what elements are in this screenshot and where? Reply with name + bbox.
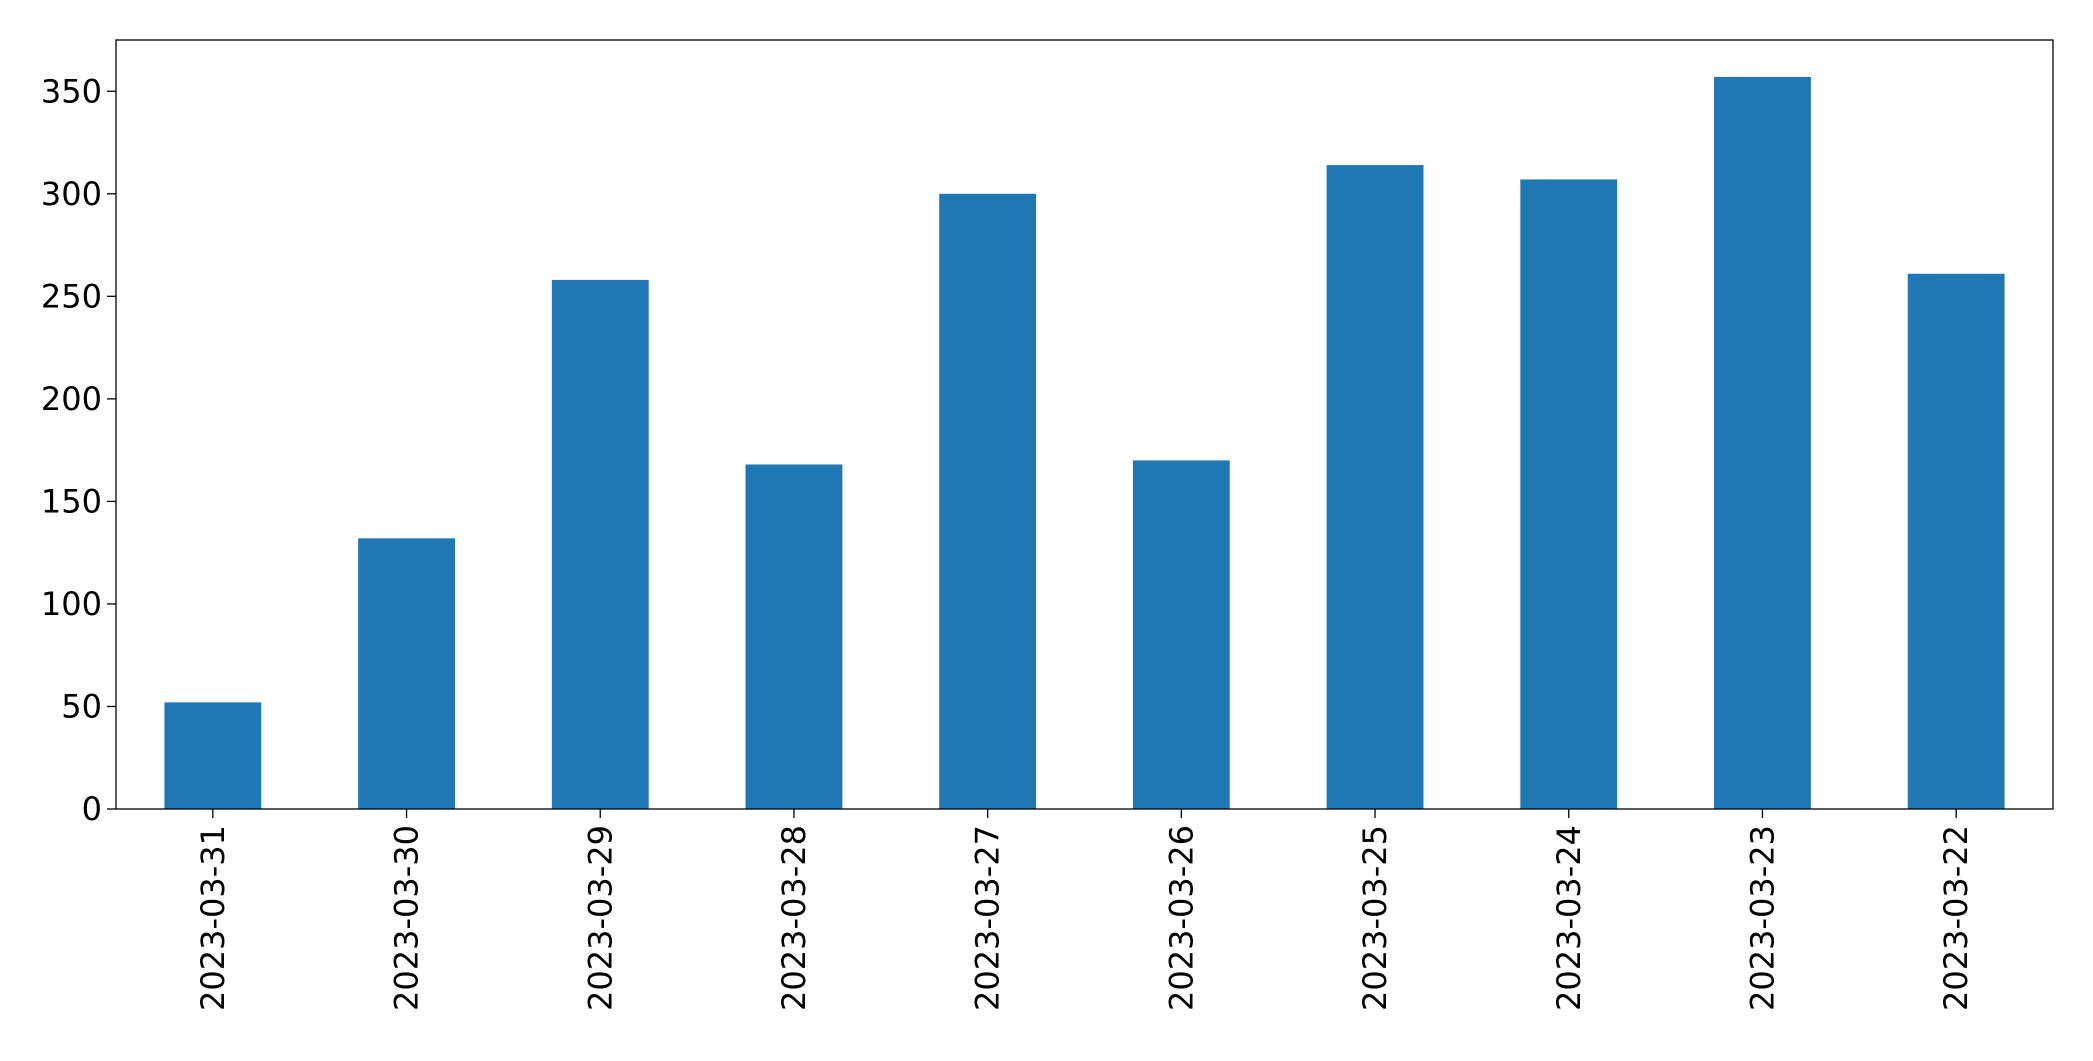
x-tick-label: 2023-03-30 [388,825,426,1011]
bar [1326,165,1424,809]
x-tick-label: 2023-03-23 [1743,825,1781,1011]
bar [1132,460,1230,809]
y-tick-label: 100 [41,585,102,623]
plot-frame [115,39,2054,810]
x-tick-label: 2023-03-28 [775,825,813,1011]
x-tick-label: 2023-03-26 [1162,825,1200,1011]
bar [164,702,262,809]
bar [1714,76,1811,810]
bar [358,538,455,809]
y-tick-label: 50 [61,687,102,725]
bar [551,279,649,810]
x-tick-label: 2023-03-25 [1356,825,1394,1011]
x-tick-label: 2023-03-29 [581,825,619,1011]
bar [1907,273,2005,809]
x-tick-label: 2023-03-24 [1550,825,1588,1011]
y-tick-label: 250 [41,277,102,315]
y-tick-label: 150 [41,482,102,520]
bar [1520,179,1618,810]
x-tick-label: 2023-03-22 [1937,825,1975,1011]
bar [745,464,843,809]
y-tick-label: 300 [41,175,102,213]
x-tick-label: 2023-03-31 [194,825,232,1011]
y-tick-label: 350 [41,72,102,110]
bar [939,193,1037,810]
y-tick-label: 0 [82,790,102,828]
x-tick-label: 2023-03-27 [969,825,1007,1011]
y-tick-label: 200 [41,380,102,418]
